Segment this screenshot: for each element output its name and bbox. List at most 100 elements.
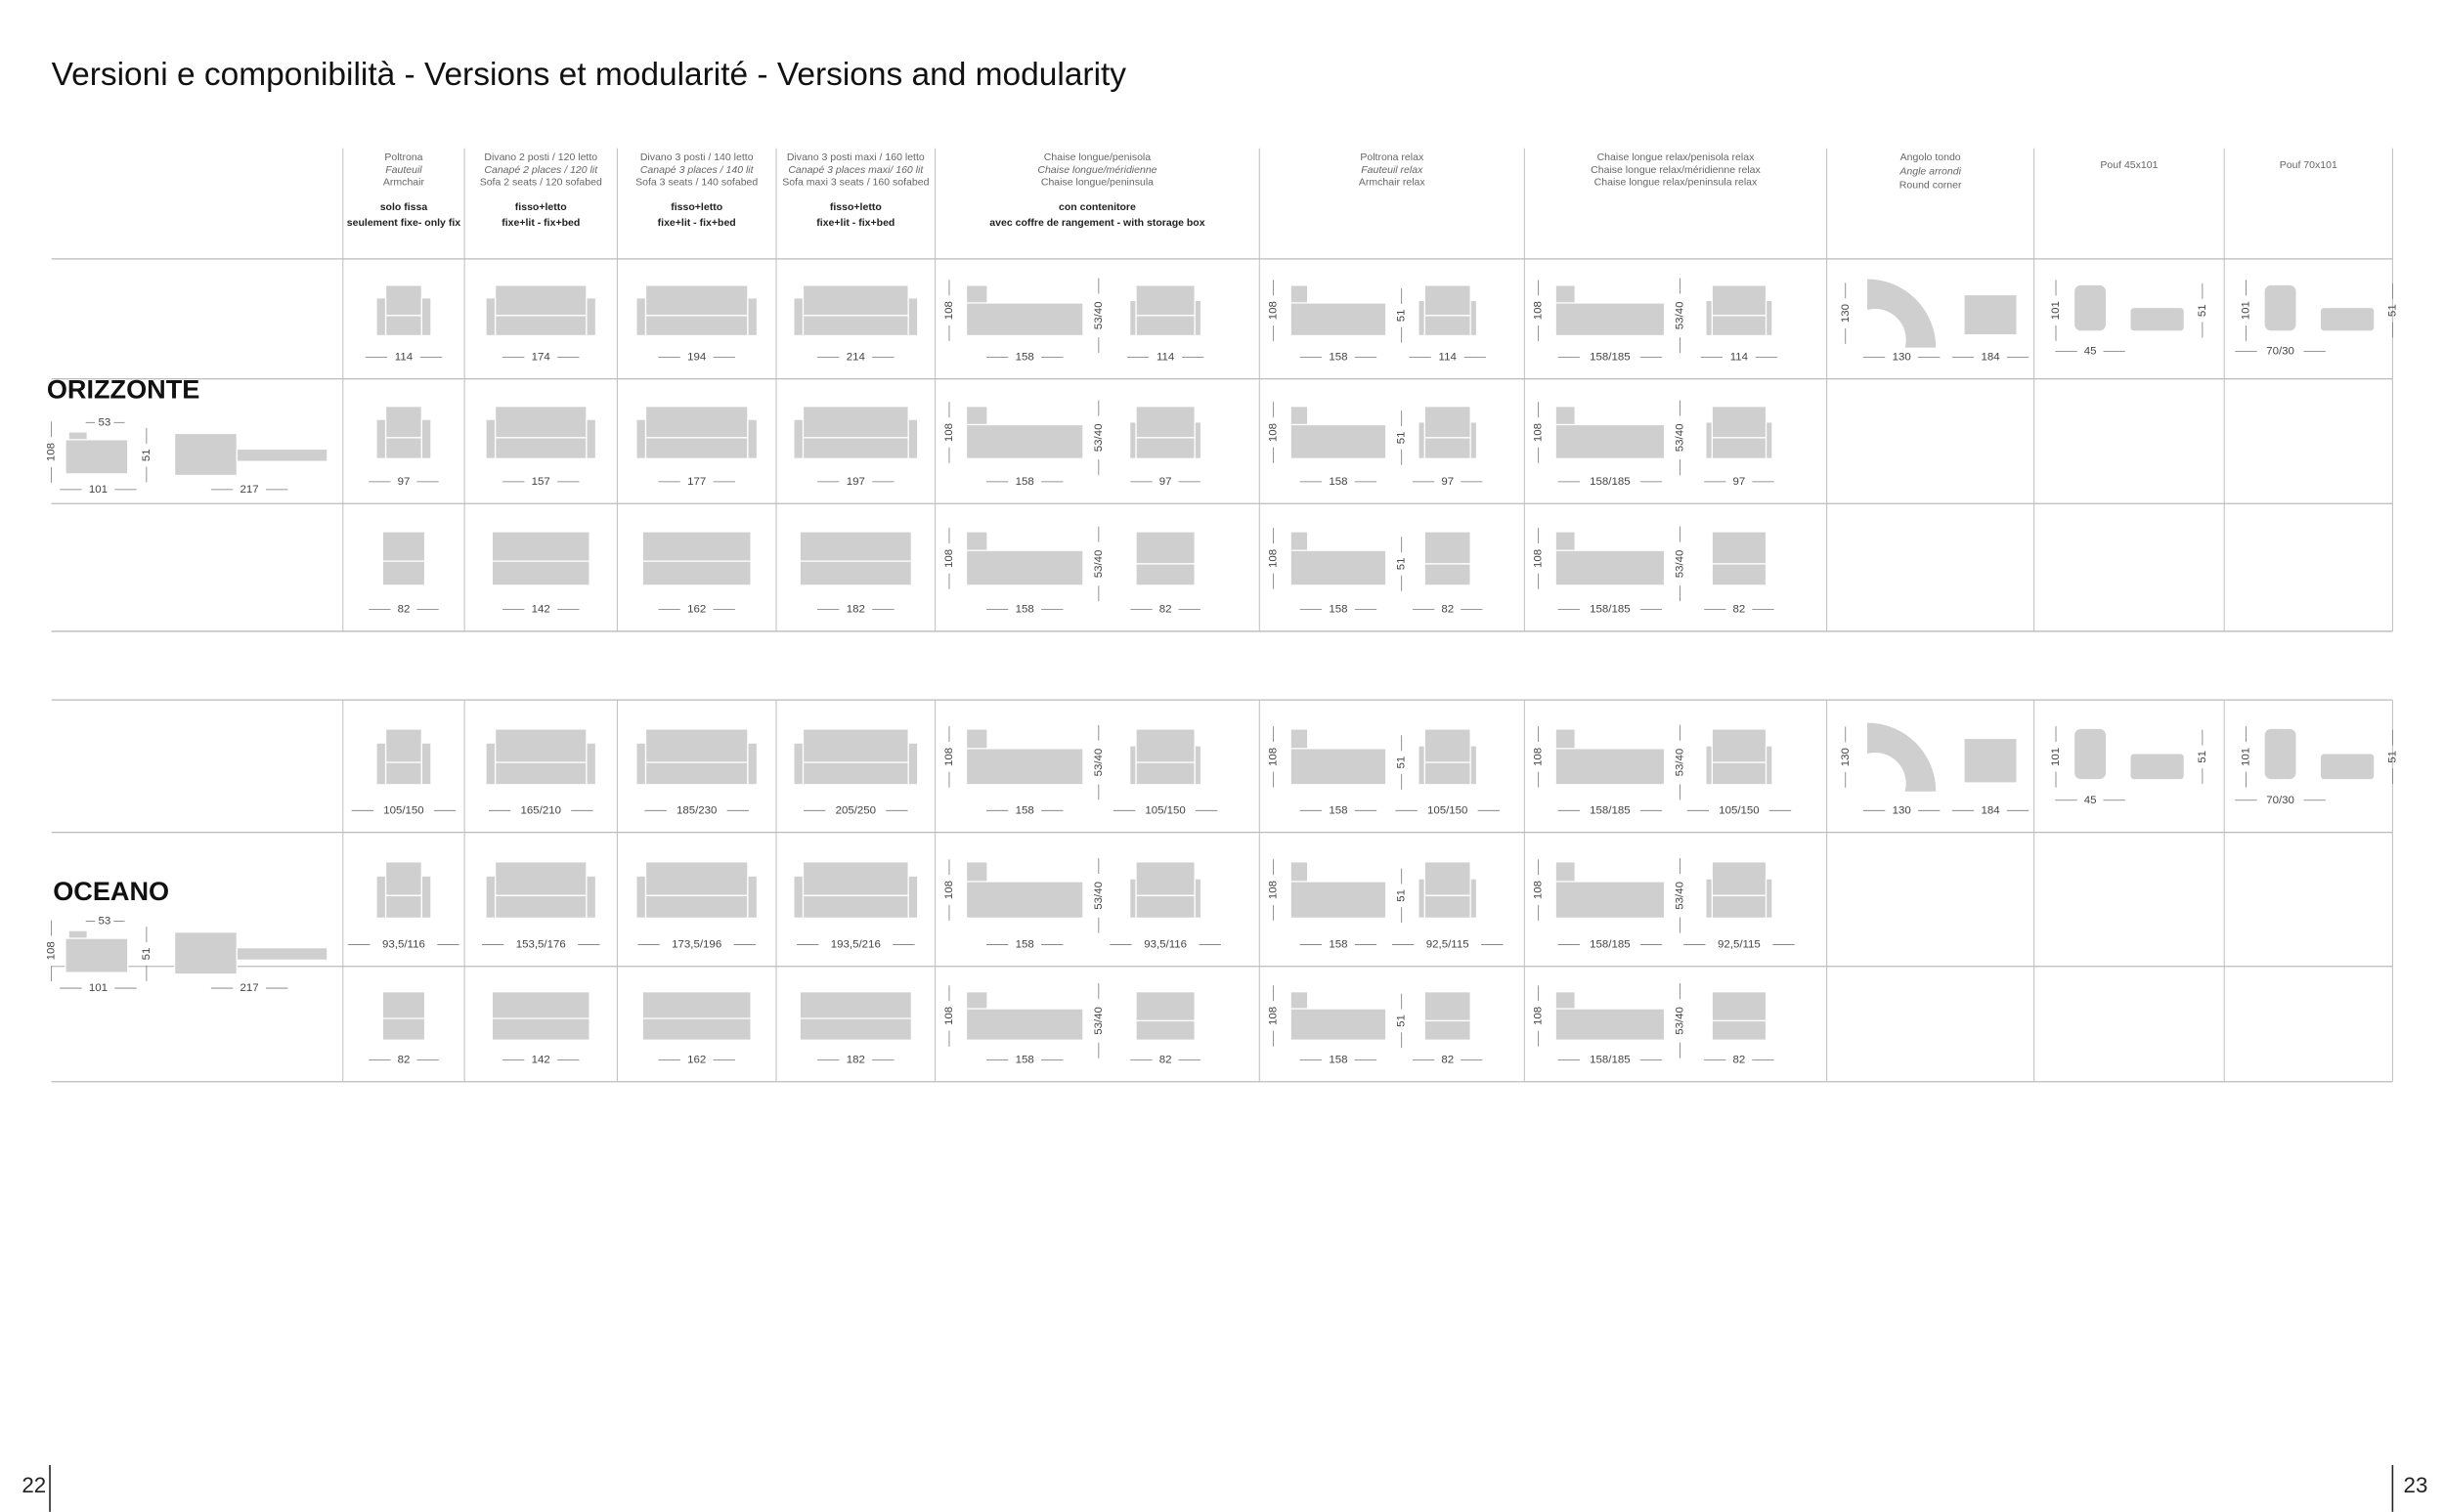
sofa-arm xyxy=(586,297,597,337)
column-header: Chaise longue/méridienne xyxy=(1037,164,1157,176)
dimension: 51 xyxy=(2386,304,2398,317)
dimension: 185/230 xyxy=(676,804,717,816)
armchair-seat xyxy=(1423,315,1471,337)
dimension: 108 xyxy=(943,1007,955,1025)
chaise-seat xyxy=(1554,549,1666,586)
sofa-seat xyxy=(494,761,588,786)
sofa-arm xyxy=(420,742,432,786)
dimension: 45 xyxy=(2084,795,2097,806)
dimension: 82 xyxy=(398,604,411,616)
dimension: 53/40 xyxy=(1093,882,1105,910)
column-header: Fauteuil relax xyxy=(1361,164,1423,176)
sofa-arm xyxy=(635,418,647,459)
dimension: 158/185 xyxy=(1590,351,1630,363)
sofa xyxy=(491,991,590,1041)
column-header: Canapé 3 places / 140 lit xyxy=(640,164,755,176)
round-corner xyxy=(1867,279,1937,348)
dimension: 158 xyxy=(1016,351,1034,363)
dimension: 51 xyxy=(1396,309,1408,322)
column-header: Pouf 70x101 xyxy=(2280,159,2337,171)
column-subheader: fixe+lit - fix+bed xyxy=(658,217,736,229)
dimension: 108 xyxy=(46,443,58,461)
armchair-back xyxy=(1423,861,1471,896)
pouf xyxy=(2321,308,2375,331)
dimension: 217 xyxy=(240,982,259,994)
dimension: 108 xyxy=(943,881,955,899)
dimension: 182 xyxy=(847,604,865,616)
armchair-back xyxy=(1711,861,1768,896)
dimension: 101 xyxy=(2241,301,2252,320)
chaise-seat xyxy=(1289,1008,1387,1041)
column-header: Sofa 3 seats / 140 sofabed xyxy=(635,177,758,189)
armchair-arm xyxy=(1128,421,1137,459)
chaise-seat xyxy=(1554,302,1666,337)
armchair-back xyxy=(1135,861,1196,896)
chaise-seat xyxy=(965,748,1084,786)
sofa-seat xyxy=(802,894,909,920)
armchair-arm xyxy=(1418,299,1425,337)
sofa-arm xyxy=(420,418,432,459)
dimension: 53/40 xyxy=(1093,424,1105,453)
armchair-back xyxy=(1711,531,1768,565)
armchair-seat xyxy=(1711,563,1768,586)
chaise-seat xyxy=(1289,302,1387,337)
dimension: 158 xyxy=(1329,351,1347,363)
sofa-arm xyxy=(586,418,597,459)
dimension: 205/250 xyxy=(836,804,876,816)
dimension: 142 xyxy=(532,604,550,616)
page-number: 23 xyxy=(2404,1473,2428,1497)
armchair-back xyxy=(1423,531,1471,565)
dimension: 51 xyxy=(1396,558,1408,571)
dimension: 108 xyxy=(1268,423,1280,442)
chaise-seat xyxy=(1554,423,1666,459)
dimension: 101 xyxy=(2050,748,2062,766)
dimension: 97 xyxy=(398,476,411,488)
dimension: 114 xyxy=(1730,351,1749,363)
dimension: 108 xyxy=(943,549,955,568)
column-header: Chaise longue relax/penisola relax xyxy=(1597,151,1755,163)
sofa-arm xyxy=(793,875,805,920)
dimension: 158 xyxy=(1329,1054,1347,1065)
dimension: 108 xyxy=(1268,301,1280,320)
column-header: Chaise longue relax/peninsula relax xyxy=(1594,177,1758,189)
dimension: 158 xyxy=(1016,938,1034,950)
armchair-arm xyxy=(1705,745,1713,786)
armchair-arm xyxy=(1705,299,1713,337)
dimension: 194 xyxy=(687,351,707,363)
sofa-arm xyxy=(907,297,919,337)
dimension: 108 xyxy=(943,301,955,320)
pouf xyxy=(2264,728,2296,780)
column-header: Divano 2 posti / 120 letto xyxy=(484,151,597,163)
dimension: 70/30 xyxy=(2266,345,2294,357)
armchair-arm xyxy=(1765,299,1773,337)
column-header: Angolo tondo xyxy=(1900,151,1961,163)
sofa-arm xyxy=(485,742,497,786)
sofa-back xyxy=(384,284,422,317)
dimension: 53/40 xyxy=(1093,550,1105,579)
sofa-seat xyxy=(494,894,588,920)
column-header: Poltrona relax xyxy=(1360,151,1424,163)
corner-block xyxy=(1963,293,2018,336)
sofa-back xyxy=(802,284,909,317)
dimension: 158 xyxy=(1016,476,1034,488)
column-header: Divano 3 posti maxi / 160 letto xyxy=(787,151,925,163)
dimension: 158 xyxy=(1329,804,1347,816)
armchair-arm xyxy=(1705,878,1713,920)
sofa-arm xyxy=(747,297,759,337)
chaise-seat xyxy=(965,302,1084,337)
dimension: 53/40 xyxy=(1675,301,1686,329)
column-header: Divano 3 posti / 140 letto xyxy=(640,151,754,163)
dimension: 193,5/216 xyxy=(831,938,881,950)
sofa-seat xyxy=(384,315,422,337)
sofa-back xyxy=(802,406,909,439)
armchair-back xyxy=(1135,728,1196,763)
dimension: 217 xyxy=(240,484,259,496)
armchair-back xyxy=(1423,406,1471,439)
dimension: 51 xyxy=(1396,1015,1408,1027)
pouf xyxy=(2130,754,2184,780)
armchair-seat xyxy=(1711,761,1768,786)
sofa-seat xyxy=(384,761,422,786)
dimension: 82 xyxy=(1733,1054,1746,1065)
sofa-arm xyxy=(375,742,387,786)
side-sofa xyxy=(173,432,238,477)
